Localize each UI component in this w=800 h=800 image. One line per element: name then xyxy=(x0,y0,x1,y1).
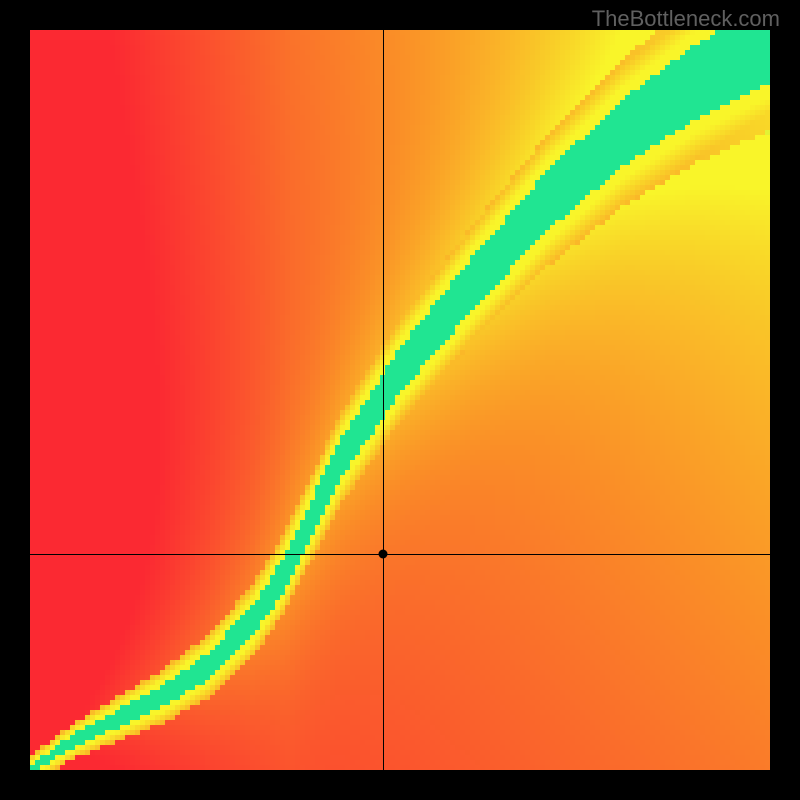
plot-area xyxy=(30,30,770,770)
marker-dot xyxy=(378,549,387,558)
watermark-text: TheBottleneck.com xyxy=(592,6,780,32)
crosshair-horizontal xyxy=(30,554,770,555)
page-root: TheBottleneck.com xyxy=(0,0,800,800)
heatmap-canvas xyxy=(30,30,770,770)
crosshair-vertical xyxy=(383,30,384,770)
